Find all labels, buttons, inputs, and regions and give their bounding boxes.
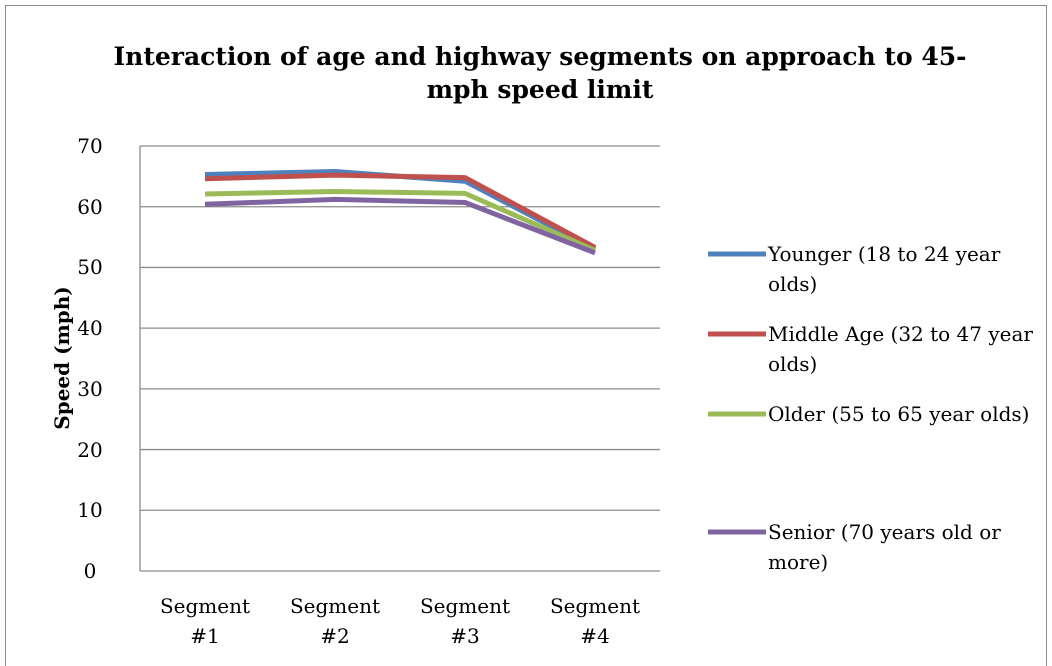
chart-border [5, 5, 1047, 666]
y-tick-label: 70 [77, 134, 103, 158]
x-tick-label: Segment #3 [419, 594, 511, 648]
y-tick-label: 0 [83, 559, 97, 583]
y-tick-label: 50 [77, 255, 103, 280]
x-tick-label: Segment #4 [549, 594, 641, 648]
series-line [204, 169, 597, 252]
y-tick-label: 20 [77, 437, 103, 462]
y-tick-label: 30 [77, 376, 103, 401]
y-tick-label: 40 [77, 316, 103, 341]
chart-title: Interaction of age and highway segments … [113, 42, 967, 104]
series-line [204, 172, 597, 250]
legend-label: Younger (18 to 24 year olds) [768, 242, 1001, 296]
y-tick-label: 60 [77, 194, 103, 219]
legend-label: Older (55 to 65 year olds) [768, 402, 1030, 426]
series-line [204, 189, 597, 253]
series-line [204, 196, 596, 256]
x-tick-label: Segment #1 [159, 594, 251, 648]
legend-label: Senior (70 years old or more) [768, 520, 1001, 574]
x-tick-label: Segment #2 [289, 594, 381, 648]
legend-label: Middle Age (32 to 47 year olds) [768, 322, 1033, 376]
y-tick-label: 10 [77, 498, 103, 523]
y-axis-label: Speed (mph) [50, 286, 74, 430]
